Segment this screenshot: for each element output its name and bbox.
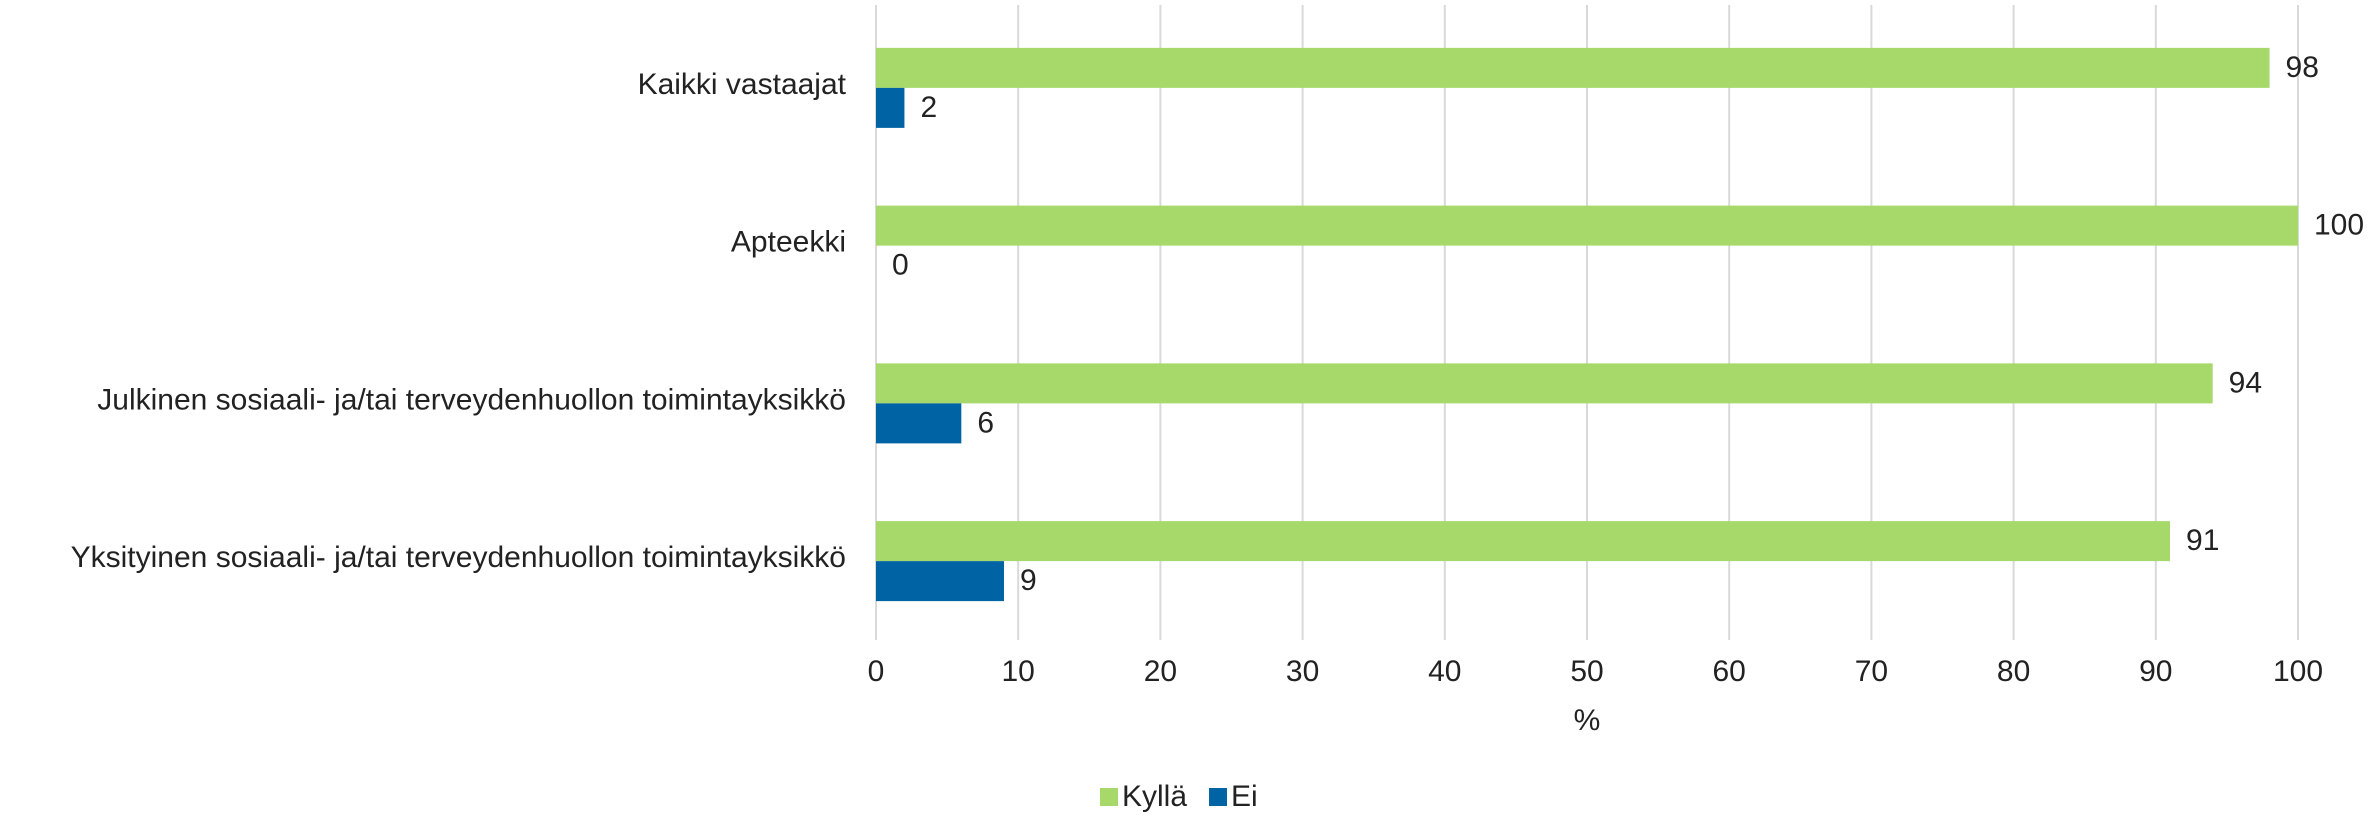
bar xyxy=(876,521,2171,562)
x-tick-label: 40 xyxy=(1428,655,1461,688)
legend-swatch xyxy=(1100,788,1118,806)
bar xyxy=(876,87,905,128)
x-tick-label: 30 xyxy=(1286,655,1319,688)
x-axis-label: % xyxy=(1574,704,1601,737)
bar xyxy=(876,205,2298,246)
legend-label: Ei xyxy=(1231,780,1258,813)
x-tick-label: 90 xyxy=(2139,655,2172,688)
legend-label: Kyllä xyxy=(1122,780,1187,813)
value-label: 6 xyxy=(977,406,994,439)
value-label: 91 xyxy=(2186,524,2219,557)
bar xyxy=(876,561,1004,602)
x-tick-label: 100 xyxy=(2273,655,2323,688)
x-tick-label: 50 xyxy=(1570,655,1603,688)
value-label: 100 xyxy=(2314,209,2364,242)
bar xyxy=(876,403,962,444)
bar xyxy=(876,47,2270,88)
x-tick-label: 20 xyxy=(1144,655,1177,688)
value-label: 0 xyxy=(892,249,909,282)
y-tick-label: Apteekki xyxy=(731,226,846,259)
x-tick-label: 60 xyxy=(1713,655,1746,688)
x-tick-label: 70 xyxy=(1855,655,1888,688)
x-tick-label: 80 xyxy=(1997,655,2030,688)
bar xyxy=(876,363,2213,404)
value-label: 98 xyxy=(2286,51,2319,84)
y-tick-label: Kaikki vastaajat xyxy=(638,68,847,101)
x-tick-label: 0 xyxy=(868,655,885,688)
value-label: 9 xyxy=(1020,564,1037,597)
y-tick-label: Yksityinen sosiaali- ja/tai terveydenhuo… xyxy=(71,541,846,574)
y-tick-label: Julkinen sosiaali- ja/tai terveydenhuoll… xyxy=(97,383,846,416)
legend-swatch xyxy=(1209,788,1228,806)
value-label: 2 xyxy=(920,91,937,124)
value-label: 94 xyxy=(2229,366,2262,399)
x-tick-label: 10 xyxy=(1002,655,1035,688)
